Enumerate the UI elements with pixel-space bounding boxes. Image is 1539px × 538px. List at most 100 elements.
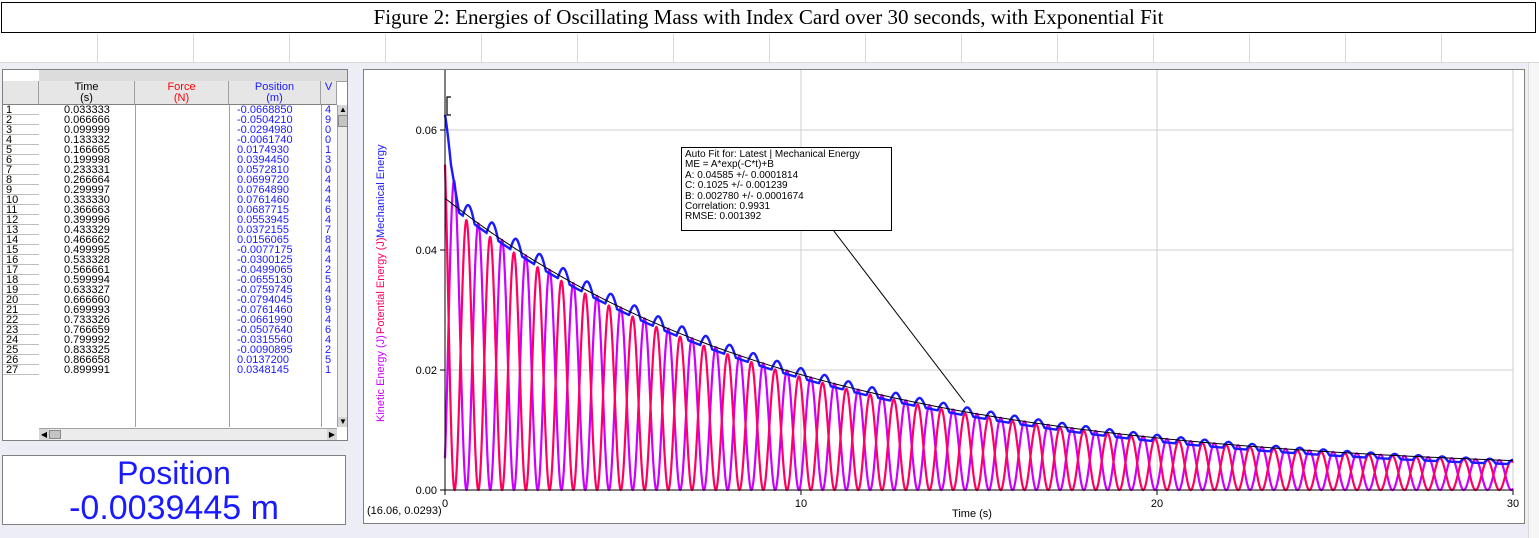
graph-panel[interactable]: 0 10 20 30 0.00 0.02 0.04 0.06 Time (s) (16.06,… bbox=[363, 69, 1525, 524]
row-number[interactable]: 25 bbox=[3, 345, 39, 356]
cell-velocity[interactable]: 4 bbox=[325, 284, 332, 296]
row-number[interactable]: 21 bbox=[3, 305, 39, 316]
cell-time[interactable]: 0.333330 bbox=[64, 194, 110, 206]
row-number[interactable]: 3 bbox=[3, 125, 39, 136]
cell-time[interactable]: 0.299997 bbox=[64, 184, 110, 196]
auto-fit-box[interactable]: Auto Fit for: Latest | Mechanical Energy… bbox=[681, 147, 892, 231]
row-number[interactable]: 7 bbox=[3, 165, 39, 176]
row-number[interactable]: 15 bbox=[3, 245, 39, 256]
cell-time[interactable]: 0.833325 bbox=[64, 344, 110, 356]
cell-velocity[interactable]: 9 bbox=[325, 304, 332, 316]
cell-force[interactable] bbox=[135, 265, 229, 275]
cell-position[interactable]: -0.0294980 bbox=[237, 124, 293, 136]
row-number[interactable]: 14 bbox=[3, 235, 39, 246]
horizontal-scrollbar[interactable]: ◀ ▶ bbox=[39, 428, 337, 440]
cell-velocity[interactable]: 7 bbox=[325, 224, 332, 236]
cell-time[interactable]: 0.099999 bbox=[64, 124, 110, 136]
cell-velocity[interactable]: 1 bbox=[325, 364, 332, 376]
cell-time[interactable]: 0.733326 bbox=[64, 314, 110, 326]
row-number[interactable]: 22 bbox=[3, 315, 39, 326]
cell-velocity[interactable]: 5 bbox=[325, 354, 332, 366]
cell-time[interactable]: 0.466662 bbox=[64, 234, 110, 246]
cell-time[interactable]: 0.499995 bbox=[64, 244, 110, 256]
cell-force[interactable] bbox=[135, 175, 229, 185]
cell-force[interactable] bbox=[135, 255, 229, 265]
cell-velocity[interactable]: 1 bbox=[325, 144, 332, 156]
cell-velocity[interactable]: 4 bbox=[325, 184, 332, 196]
cell-time[interactable]: 0.366663 bbox=[64, 204, 110, 216]
cell-force[interactable] bbox=[135, 365, 229, 375]
row-number[interactable]: 23 bbox=[3, 325, 39, 336]
column-header-force[interactable]: Force (N) bbox=[135, 81, 229, 105]
cell-force[interactable] bbox=[135, 325, 229, 335]
scroll-down-arrow-icon[interactable]: ▼ bbox=[338, 417, 347, 427]
cell-position[interactable]: 0.0699720 bbox=[237, 174, 289, 186]
cell-time[interactable]: 0.766659 bbox=[64, 324, 110, 336]
cell-time[interactable]: 0.266664 bbox=[64, 174, 110, 186]
cell-position[interactable]: -0.0655130 bbox=[237, 274, 293, 286]
cell-force[interactable] bbox=[135, 335, 229, 345]
cell-velocity[interactable]: 2 bbox=[325, 344, 332, 356]
cell-velocity[interactable]: 6 bbox=[325, 204, 332, 216]
column-header-position[interactable]: Position (m) bbox=[229, 81, 321, 105]
cell-force[interactable] bbox=[135, 195, 229, 205]
cell-position[interactable]: -0.0315560 bbox=[237, 334, 293, 346]
cell-force[interactable] bbox=[135, 125, 229, 135]
row-number[interactable]: 1 bbox=[3, 105, 39, 116]
row-number[interactable]: 19 bbox=[3, 285, 39, 296]
cell-position[interactable]: -0.0668850 bbox=[237, 104, 293, 116]
cell-time[interactable]: 0.566661 bbox=[64, 264, 110, 276]
cell-velocity[interactable]: 0 bbox=[325, 134, 332, 146]
row-number[interactable]: 13 bbox=[3, 225, 39, 236]
cell-force[interactable] bbox=[135, 295, 229, 305]
cell-velocity[interactable]: 9 bbox=[325, 294, 332, 306]
cell-force[interactable] bbox=[135, 155, 229, 165]
scroll-left-arrow-icon[interactable]: ◀ bbox=[39, 429, 49, 440]
cell-velocity[interactable]: 2 bbox=[325, 264, 332, 276]
cell-force[interactable] bbox=[135, 285, 229, 295]
row-number[interactable]: 17 bbox=[3, 265, 39, 276]
row-number[interactable]: 12 bbox=[3, 215, 39, 226]
column-header-time[interactable]: Time (s) bbox=[39, 81, 135, 105]
row-number[interactable]: 2 bbox=[3, 115, 39, 126]
cell-velocity[interactable]: 4 bbox=[325, 254, 332, 266]
scroll-right-arrow-icon[interactable]: ▶ bbox=[327, 429, 337, 440]
cell-time[interactable]: 0.799992 bbox=[64, 334, 110, 346]
cell-velocity[interactable]: 4 bbox=[325, 244, 332, 256]
cell-position[interactable]: -0.0504210 bbox=[237, 114, 293, 126]
cell-force[interactable] bbox=[135, 185, 229, 195]
cell-force[interactable] bbox=[135, 215, 229, 225]
cell-position[interactable]: -0.0794045 bbox=[237, 294, 293, 306]
cell-velocity[interactable]: 4 bbox=[325, 334, 332, 346]
cell-time[interactable]: 0.866658 bbox=[64, 354, 110, 366]
cell-position[interactable]: 0.0764890 bbox=[237, 184, 289, 196]
scroll-thumb[interactable] bbox=[338, 115, 347, 127]
cell-velocity[interactable]: 8 bbox=[325, 234, 332, 246]
cell-force[interactable] bbox=[135, 275, 229, 285]
cell-force[interactable] bbox=[135, 305, 229, 315]
row-number[interactable]: 6 bbox=[3, 155, 39, 166]
data-table[interactable]: Time (s) Force (N) Position (m) V 1 0.033… bbox=[2, 69, 348, 441]
cell-time[interactable]: 0.599994 bbox=[64, 274, 110, 286]
cell-velocity[interactable]: 0 bbox=[325, 124, 332, 136]
row-number[interactable]: 27 bbox=[3, 365, 39, 376]
row-number[interactable]: 18 bbox=[3, 275, 39, 286]
cell-position[interactable]: 0.0156065 bbox=[237, 234, 289, 246]
scroll-thumb[interactable] bbox=[49, 430, 61, 439]
row-number[interactable]: 9 bbox=[3, 185, 39, 196]
cell-position[interactable]: 0.0553945 bbox=[237, 214, 289, 226]
cell-position[interactable]: 0.0394450 bbox=[237, 154, 289, 166]
column-header-velocity[interactable]: V bbox=[321, 81, 337, 105]
cell-force[interactable] bbox=[135, 235, 229, 245]
cell-force[interactable] bbox=[135, 225, 229, 235]
cell-force[interactable] bbox=[135, 115, 229, 125]
cell-time[interactable]: 0.233331 bbox=[64, 164, 110, 176]
cell-velocity[interactable]: 6 bbox=[325, 324, 332, 336]
cell-velocity[interactable]: 9 bbox=[325, 114, 332, 126]
row-number[interactable]: 8 bbox=[3, 175, 39, 186]
cell-position[interactable]: 0.0761460 bbox=[237, 194, 289, 206]
cell-force[interactable] bbox=[135, 315, 229, 325]
cell-force[interactable] bbox=[135, 135, 229, 145]
row-number[interactable]: 10 bbox=[3, 195, 39, 206]
cell-force[interactable] bbox=[135, 345, 229, 355]
